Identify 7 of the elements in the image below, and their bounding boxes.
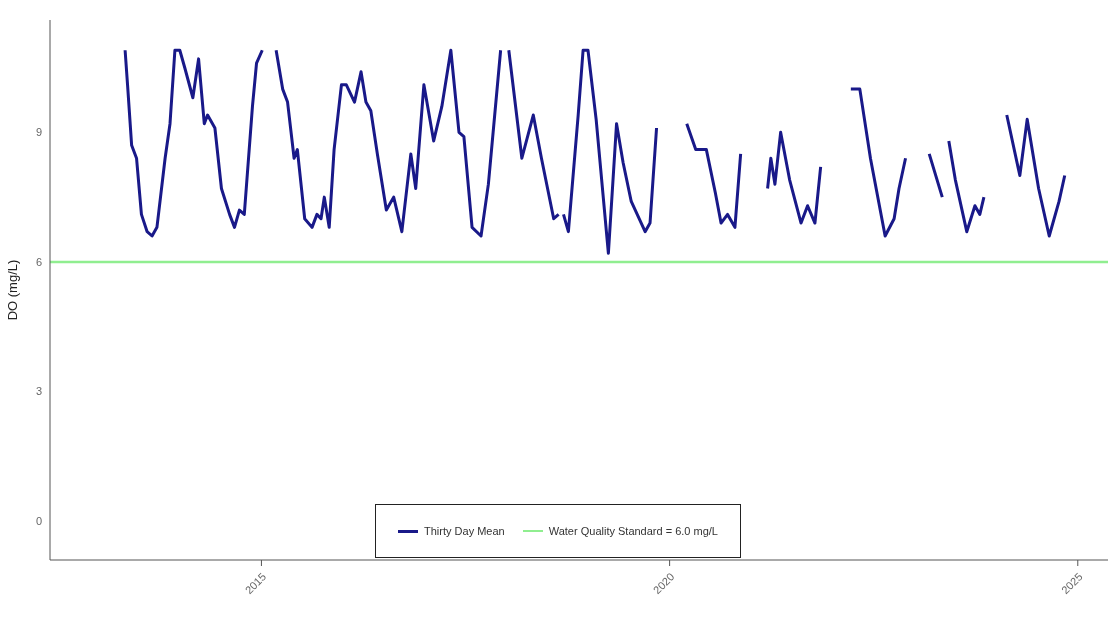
y-tick-label: 6 [35,255,42,268]
y-tick-label: 0 [35,515,42,528]
legend-label: Thirty Day Mean [424,525,505,537]
legend-label: Water Quality Standard = 6.0 mg/L [548,525,718,537]
y-tick-label: 9 [35,126,42,139]
y-axis-title: DO (mg/L) [4,259,20,321]
y-tick-label: 3 [35,385,42,398]
